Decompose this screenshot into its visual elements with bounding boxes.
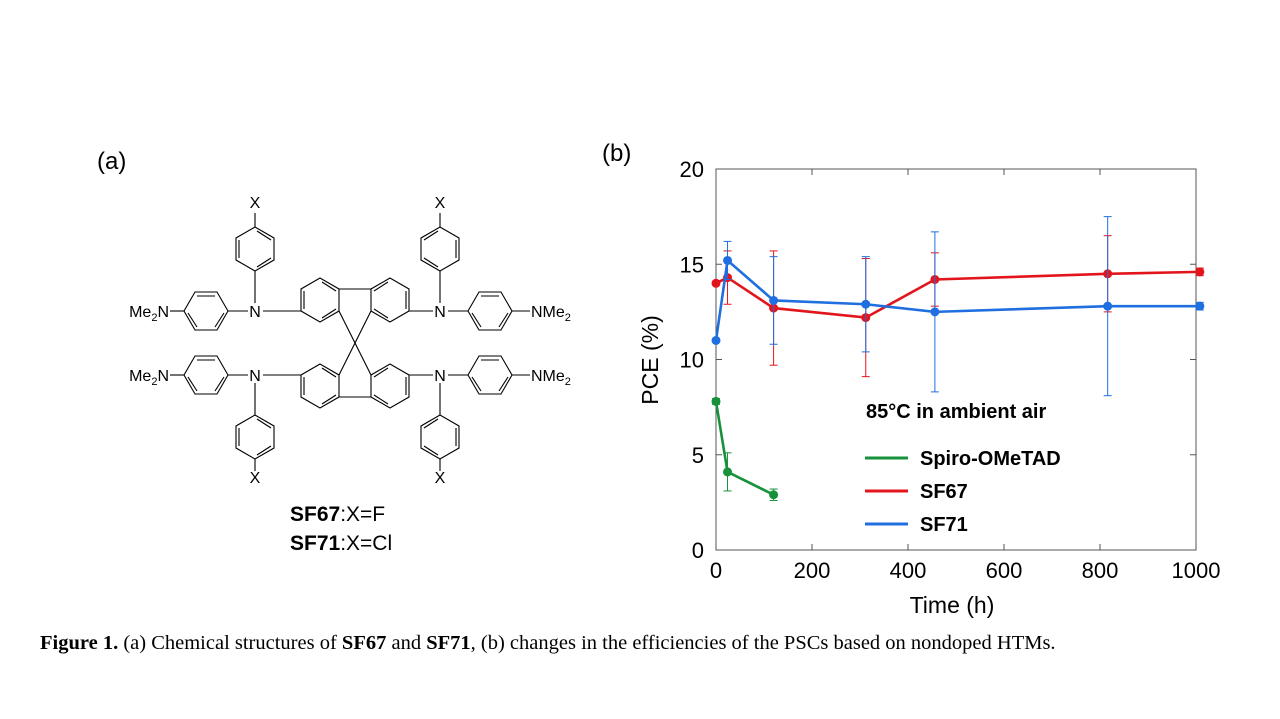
data-point-sf71 bbox=[711, 335, 721, 345]
compound-label-sf71: SF71:X=Cl bbox=[290, 532, 393, 555]
panel-b-label: (b) bbox=[602, 140, 632, 167]
amine-n: N bbox=[434, 368, 446, 385]
structure-bonds bbox=[170, 213, 530, 471]
y-tick-label: 10 bbox=[680, 348, 704, 373]
data-point-spiro-ometad bbox=[711, 396, 721, 406]
y-axis-label: PCE (%) bbox=[637, 315, 663, 404]
substituent-x: X bbox=[250, 470, 261, 487]
x-tick-label: 800 bbox=[1082, 558, 1119, 583]
panel-a-label: (a) bbox=[97, 148, 127, 175]
data-point-sf67 bbox=[1195, 267, 1205, 277]
compound-label-sf67: SF67:X=F bbox=[290, 503, 386, 526]
amine-n: N bbox=[249, 368, 261, 385]
chemical-structure-diagram: X X X X N N N N Me2N Me2N NMe2 NMe2 bbox=[129, 195, 571, 487]
substituent-x: X bbox=[435, 470, 446, 487]
data-point-sf71 bbox=[861, 299, 871, 309]
y-tick-label: 5 bbox=[692, 443, 704, 468]
dimethylamino-left: Me2N bbox=[129, 368, 169, 388]
x-axis-label: Time (h) bbox=[910, 592, 995, 618]
data-point-spiro-ometad bbox=[723, 467, 733, 477]
annotation: 85°C in ambient air bbox=[866, 401, 1046, 423]
amine-n: N bbox=[249, 304, 261, 321]
dimethylamino-right: NMe2 bbox=[531, 368, 571, 388]
x-tick-label: 600 bbox=[986, 558, 1023, 583]
y-tick-label: 20 bbox=[680, 157, 704, 182]
data-point-sf67 bbox=[711, 278, 721, 288]
dimethylamino-right: NMe2 bbox=[531, 304, 571, 324]
ring-fluorene-lr bbox=[370, 363, 410, 409]
data-point-spiro-ometad bbox=[769, 490, 779, 500]
y-tick-label: 15 bbox=[680, 252, 704, 277]
legend-label-sf67: SF67 bbox=[920, 481, 968, 503]
substituent-x: X bbox=[250, 195, 261, 212]
legend-label-sf71: SF71 bbox=[920, 514, 968, 536]
dimethylamino-left: Me2N bbox=[129, 304, 169, 324]
data-point-sf71 bbox=[930, 307, 940, 317]
substituent-x: X bbox=[435, 195, 446, 212]
ring-fluorene-ul bbox=[300, 277, 340, 323]
legend-label-spiro-ometad: Spiro-OMeTAD bbox=[920, 448, 1061, 470]
data-point-sf71 bbox=[769, 295, 779, 305]
ring-fluorene-ll bbox=[300, 363, 340, 409]
x-tick-label: 400 bbox=[890, 558, 927, 583]
x-tick-label: 1000 bbox=[1172, 558, 1221, 583]
series-line-spiro-ometad bbox=[714, 401, 775, 496]
data-point-sf71 bbox=[1103, 301, 1113, 311]
figure-caption: Figure 1. (a) Chemical structures of SF6… bbox=[40, 632, 1056, 654]
amine-n: N bbox=[434, 304, 446, 321]
y-tick-label: 0 bbox=[692, 538, 704, 563]
pce-stability-chart: 0 200 400 600 800 1000 0 5 10 15 20 PCE (%) Time (… bbox=[637, 157, 1221, 618]
caption-lead: Figure 1. bbox=[40, 632, 119, 654]
x-tick-label: 200 bbox=[794, 558, 831, 583]
x-tick-label: 0 bbox=[710, 558, 722, 583]
data-point-sf71 bbox=[723, 255, 733, 265]
data-point-sf71 bbox=[1195, 301, 1205, 311]
ring-fluorene-ur bbox=[370, 277, 410, 323]
